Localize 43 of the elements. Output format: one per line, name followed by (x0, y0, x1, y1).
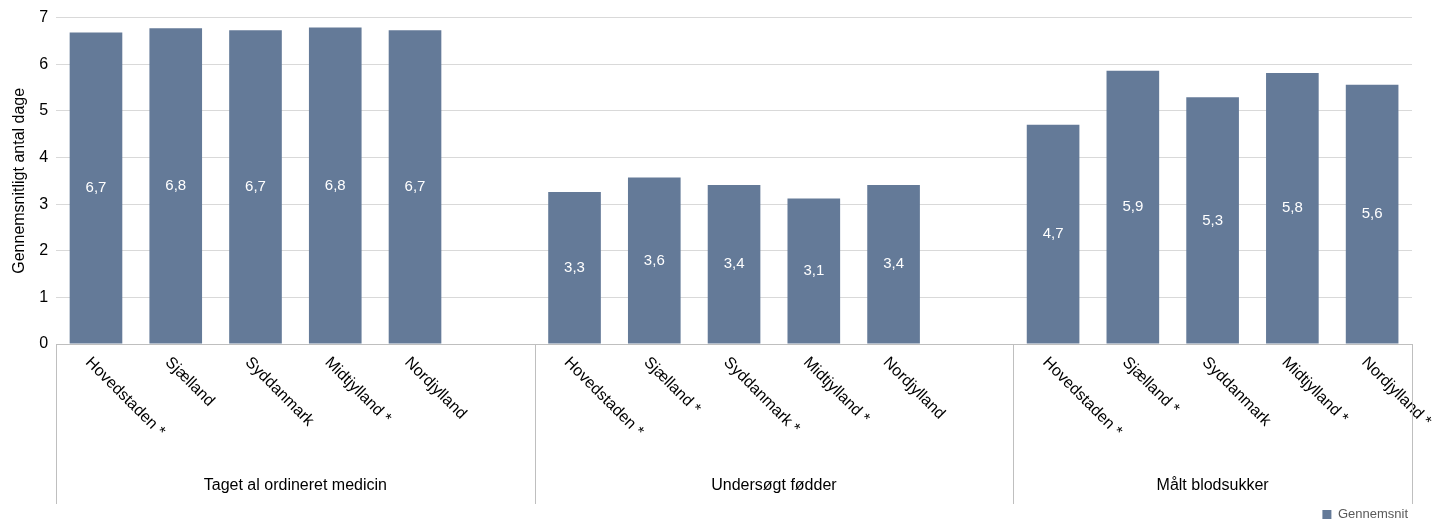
bar (787, 198, 841, 344)
bar (548, 191, 601, 344)
bar (1266, 73, 1319, 344)
bar (149, 28, 203, 344)
bar (308, 27, 362, 344)
data-label: 6,7 (85, 178, 107, 196)
bar (1026, 124, 1080, 344)
data-label: 4,7 (1042, 224, 1064, 242)
data-label: 3,3 (564, 257, 585, 275)
data-label: 5,9 (1122, 197, 1144, 215)
data-label: 6,8 (324, 175, 346, 193)
data-label: 6,8 (165, 176, 187, 194)
y-tick-label: 0 (39, 334, 49, 352)
data-label: 3,4 (723, 254, 745, 272)
y-tick-label: 6 (39, 54, 49, 72)
data-label: 3,1 (803, 261, 825, 279)
data-label: 5,8 (1281, 198, 1303, 216)
data-label: 3,4 (883, 254, 904, 272)
bar (229, 30, 282, 344)
data-label: 3,6 (643, 250, 665, 268)
data-label: 6,7 (245, 176, 266, 194)
bar (69, 32, 123, 344)
y-tick-label: 2 (39, 241, 49, 259)
data-label: 5,6 (1361, 204, 1383, 222)
bar (1106, 70, 1160, 344)
text: Taget al ordineret medicin (203, 476, 387, 494)
data-label: 5,3 (1202, 210, 1224, 228)
bar (1186, 97, 1239, 344)
y-tick-label: 5 (39, 101, 49, 119)
y-axis-title: Gennemsnitligt antal dage (10, 87, 28, 274)
bar (627, 177, 681, 344)
data-label: 6,7 (404, 176, 426, 194)
legend-label: Gennemsnit (1337, 506, 1409, 522)
text: Målt blodsukker (1156, 476, 1270, 494)
bar (867, 185, 920, 344)
bar (707, 185, 761, 344)
y-tick-label: 4 (39, 147, 49, 165)
y-tick-label: 3 (39, 194, 49, 212)
y-tick-label: 1 (39, 287, 49, 305)
bar (1345, 84, 1399, 344)
y-tick-label: 7 (39, 8, 49, 26)
bar (388, 30, 442, 344)
text: Undersøgt fødder (711, 476, 838, 494)
